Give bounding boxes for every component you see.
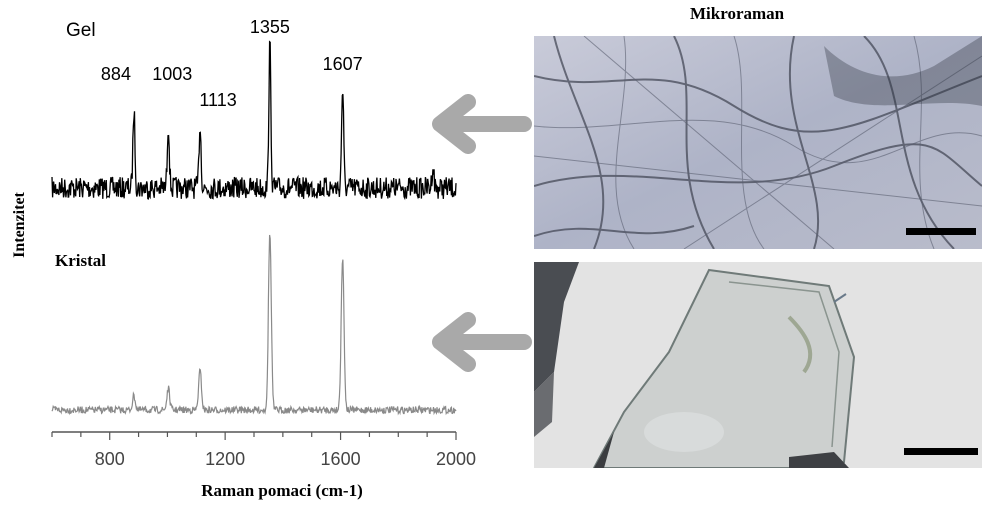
crystal-scale-bar: [904, 448, 978, 455]
y-axis-label: Intenzitet: [11, 191, 28, 257]
crystal-micrograph: [534, 262, 982, 468]
x-axis-label: Raman pomaci (cm-1): [201, 481, 362, 500]
gel-scale-bar: [906, 228, 976, 235]
x-tick-label: 2000: [436, 449, 476, 469]
x-tick-label: 1200: [205, 449, 245, 469]
peak-labels: 884 1003 1113 1355 1607: [101, 17, 363, 110]
peak-label: 1355: [250, 17, 290, 37]
spectra: [51, 40, 457, 416]
peak-label: 884: [101, 64, 131, 84]
x-tick-label: 800: [95, 449, 125, 469]
series-label-gel: Gel: [66, 20, 96, 41]
peak-label: 1003: [152, 64, 192, 84]
series-label-kristal: Kristal: [55, 251, 106, 270]
kristal-spectrum-line: [51, 234, 457, 416]
peak-label: 1113: [199, 90, 236, 110]
left-arrow-icon: [432, 312, 532, 372]
x-tick-label: 1600: [321, 449, 361, 469]
x-axis: 800 1200 1600 2000: [51, 431, 476, 469]
crystal-micrograph-image: [534, 262, 982, 468]
peak-label: 1607: [323, 54, 363, 74]
gel-micrograph-image: [534, 36, 982, 249]
micrograph-title: Mikroraman: [690, 4, 785, 23]
left-arrow-icon: [432, 94, 532, 154]
gel-spectrum-line: [51, 40, 457, 201]
gel-micrograph: [534, 36, 982, 249]
